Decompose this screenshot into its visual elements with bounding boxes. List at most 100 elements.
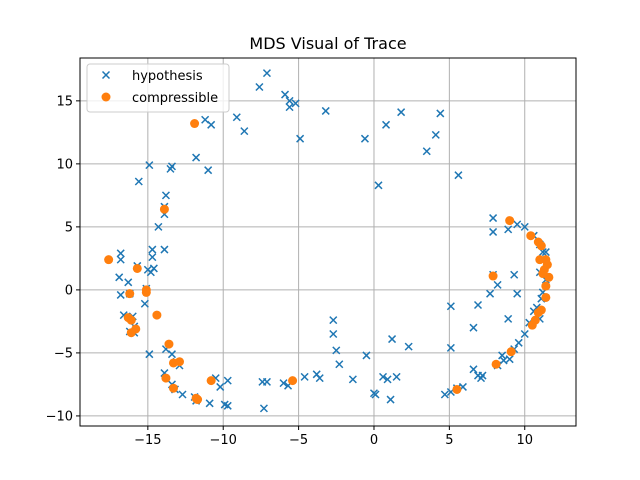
hypothesis-point	[541, 248, 550, 257]
hypothesis-point	[332, 346, 341, 355]
hypothesis-point	[440, 390, 449, 399]
hypothesis-point	[362, 351, 371, 360]
hypothesis-point	[281, 90, 290, 99]
series-layer	[104, 69, 554, 413]
compressible-point	[159, 204, 169, 214]
series-compressible	[104, 119, 554, 405]
hypothesis-point	[259, 404, 268, 413]
hypothesis-point	[383, 375, 392, 384]
hypothesis-point	[145, 161, 154, 170]
hypothesis-point	[291, 99, 300, 108]
hypothesis-point	[148, 245, 157, 254]
hypothesis-point	[454, 171, 463, 180]
y-tick-label: 5	[65, 220, 73, 235]
chart-title: MDS Visual of Trace	[249, 34, 406, 53]
axes: −15 −10 −5 0 5 10 −10 −5 0 5 10 15	[46, 94, 533, 448]
hypothesis-point	[161, 191, 170, 200]
y-tick-label: −5	[54, 346, 73, 361]
hypothesis-point	[315, 374, 324, 383]
hypothesis-point	[321, 106, 330, 115]
hypothesis-point	[262, 377, 271, 386]
x-tick-label: 10	[516, 433, 533, 448]
compressible-point	[288, 376, 298, 386]
hypothesis-point	[285, 103, 294, 112]
compressible-point	[530, 315, 540, 325]
hypothesis-point	[115, 273, 124, 282]
hypothesis-point	[386, 395, 395, 404]
compressible-point	[126, 315, 136, 325]
hypothesis-point	[232, 113, 241, 122]
hypothesis-point	[207, 120, 216, 129]
hypothesis-point	[223, 401, 232, 410]
hypothesis-point	[329, 316, 338, 325]
hypothesis-point	[446, 302, 455, 311]
hypothesis-point	[205, 399, 214, 408]
hypothesis-point	[520, 222, 529, 231]
compressible-point	[164, 339, 174, 349]
legend-compressible-marker	[101, 92, 111, 102]
hypothesis-point	[285, 96, 294, 105]
hypothesis-point	[329, 329, 338, 339]
hypothesis-point	[146, 268, 155, 277]
compressible-point	[541, 292, 551, 302]
compressible-point	[104, 255, 114, 265]
compressible-point	[168, 383, 178, 393]
hypothesis-point	[300, 372, 309, 381]
compressible-point	[125, 289, 135, 299]
hypothesis-point	[240, 127, 249, 136]
hypothesis-point	[335, 360, 344, 369]
hypothesis-point	[154, 222, 163, 231]
compressible-point	[488, 271, 498, 281]
hypothesis-point	[140, 299, 149, 308]
hypothesis-point	[392, 372, 401, 381]
hypothesis-point	[148, 253, 157, 262]
legend-hypothesis-marker	[101, 70, 111, 80]
hypothesis-point	[279, 379, 288, 388]
plot-frame	[79, 57, 577, 427]
compressible-point	[141, 287, 151, 297]
hypothesis-point	[223, 376, 232, 385]
compressible-point	[541, 281, 551, 291]
hypothesis-point	[116, 290, 125, 299]
hypothesis-point	[160, 245, 169, 254]
hypothesis-point	[296, 134, 305, 143]
hypothesis-point	[378, 372, 388, 381]
compressible-point	[452, 384, 462, 394]
legend-hypothesis-label: hypothesis	[132, 69, 203, 84]
compressible-point	[542, 260, 552, 270]
hypothesis-point	[167, 350, 176, 359]
y-tick-label: 10	[56, 157, 73, 172]
legend-box	[86, 63, 230, 113]
hypothesis-point	[469, 323, 478, 332]
y-tick-label: −10	[46, 409, 73, 424]
hypothesis-point	[371, 390, 380, 399]
hypothesis-point	[469, 365, 478, 374]
hypothesis-point	[382, 120, 391, 129]
hypothesis-point	[255, 82, 264, 92]
hypothesis-point	[360, 134, 369, 143]
compressible-point	[175, 357, 185, 367]
compressible-point	[206, 376, 216, 386]
compressible-point	[491, 359, 501, 369]
compressible-point	[538, 269, 548, 279]
hypothesis-point	[513, 220, 522, 229]
legend-compressible-label: compressible	[132, 91, 218, 106]
hypothesis-point	[446, 343, 455, 352]
hypothesis-point	[166, 164, 175, 173]
hypothesis-point	[520, 329, 529, 339]
hypothesis-point	[486, 289, 495, 298]
hypothesis-point	[422, 147, 431, 156]
hypothesis-point	[510, 270, 519, 279]
hypothesis-point	[204, 166, 213, 175]
hypothesis-point	[374, 181, 383, 190]
x-tick-label: 0	[370, 433, 378, 448]
hypothesis-point	[216, 382, 225, 391]
hypothesis-point	[489, 214, 498, 223]
compressible-point	[526, 231, 536, 241]
hypothesis-point	[513, 289, 522, 298]
compressible-point	[505, 216, 515, 226]
hypothesis-point	[192, 153, 201, 162]
hypothesis-point	[348, 375, 357, 384]
hypothesis-point	[145, 350, 154, 359]
compressible-point	[161, 373, 171, 383]
